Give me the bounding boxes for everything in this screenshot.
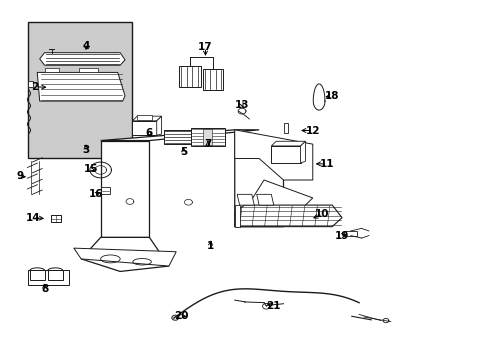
Polygon shape [234, 130, 312, 180]
Text: 18: 18 [325, 91, 339, 101]
Polygon shape [74, 248, 176, 266]
Polygon shape [237, 194, 254, 205]
Text: 17: 17 [198, 42, 212, 52]
Polygon shape [203, 69, 222, 90]
Text: 15: 15 [83, 164, 98, 174]
Polygon shape [132, 121, 157, 135]
Polygon shape [234, 180, 312, 226]
Text: 11: 11 [320, 159, 334, 169]
Ellipse shape [48, 268, 62, 273]
Polygon shape [101, 130, 259, 140]
Polygon shape [190, 128, 224, 146]
Ellipse shape [30, 268, 44, 273]
Text: 9: 9 [17, 171, 24, 181]
Text: 7: 7 [204, 139, 211, 149]
Bar [27, 22, 132, 158]
Polygon shape [81, 237, 168, 271]
Bar [27, 270, 69, 285]
Bar [30, 270, 44, 280]
Polygon shape [271, 141, 305, 146]
Text: 4: 4 [82, 41, 89, 50]
Bar [48, 270, 62, 280]
Text: 14: 14 [26, 213, 41, 222]
Polygon shape [101, 140, 149, 237]
Text: 21: 21 [266, 301, 281, 311]
Bar [283, 123, 288, 134]
Text: 13: 13 [234, 100, 249, 110]
Polygon shape [234, 130, 283, 226]
Polygon shape [234, 205, 239, 226]
Text: 12: 12 [305, 126, 319, 135]
Bar [27, 81, 33, 87]
Polygon shape [137, 116, 152, 120]
Polygon shape [163, 130, 203, 144]
Polygon shape [256, 194, 273, 205]
Polygon shape [157, 116, 161, 135]
Text: 19: 19 [334, 231, 348, 240]
Text: 20: 20 [174, 311, 188, 321]
Polygon shape [44, 68, 59, 72]
Text: 5: 5 [180, 147, 187, 157]
Text: 1: 1 [206, 241, 214, 251]
Text: 8: 8 [41, 284, 48, 294]
Polygon shape [271, 146, 300, 163]
Text: 3: 3 [82, 144, 89, 154]
Bar [51, 215, 61, 222]
Polygon shape [132, 116, 161, 121]
Polygon shape [37, 72, 125, 101]
Text: 6: 6 [145, 129, 153, 138]
Polygon shape [300, 141, 305, 163]
Polygon shape [234, 205, 341, 226]
Text: 16: 16 [88, 189, 103, 199]
Polygon shape [40, 53, 125, 65]
Polygon shape [344, 231, 356, 235]
Polygon shape [79, 68, 98, 72]
Text: 2: 2 [31, 82, 39, 92]
Bar [101, 187, 110, 194]
Bar [203, 130, 211, 145]
Text: 10: 10 [315, 209, 329, 219]
Polygon shape [178, 66, 200, 87]
